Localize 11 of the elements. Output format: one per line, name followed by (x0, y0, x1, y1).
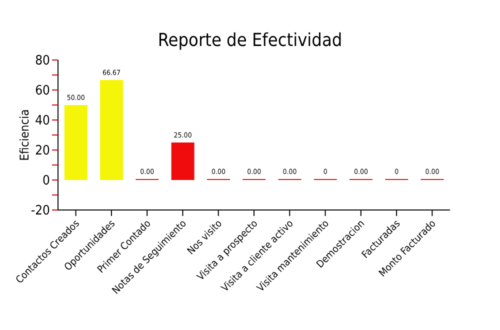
y-tick-label: -20 (30, 204, 50, 219)
y-tick-label: 0 (42, 174, 50, 189)
y-tick-label: 40 (35, 114, 50, 129)
y-tick-label: 80 (35, 54, 50, 69)
bar (100, 80, 124, 180)
chart-title: Reporte de Efectividad (156, 30, 344, 51)
y-tick-label: 20 (35, 144, 50, 159)
y-axis-title: Eficiencia (17, 109, 32, 161)
bar (64, 105, 88, 180)
bar (171, 142, 194, 180)
y-tick-label: 60 (35, 84, 50, 99)
